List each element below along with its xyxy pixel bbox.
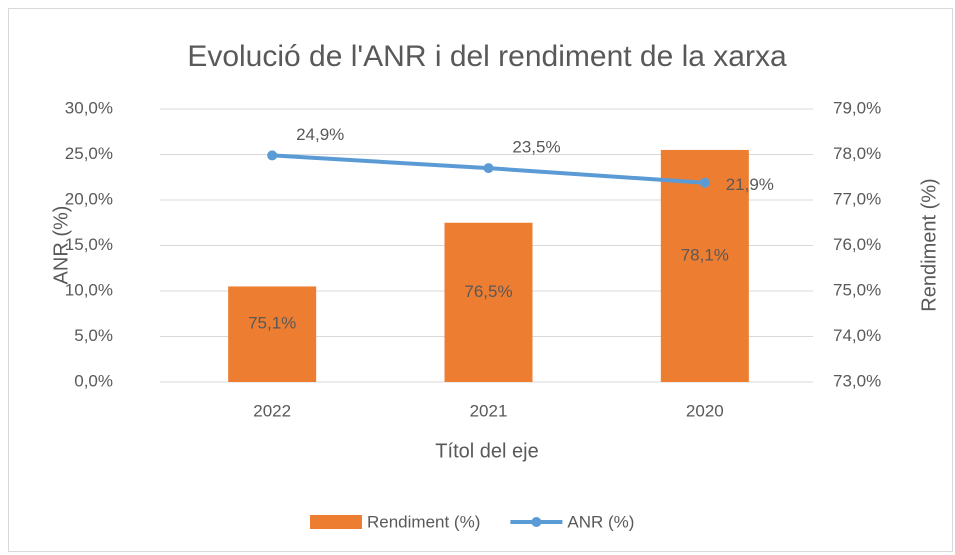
x-axis-title: Títol del eje	[435, 440, 538, 462]
y-axis-title: ANR (%)	[50, 206, 72, 285]
line-value-label: 24,9%	[296, 125, 344, 144]
legend-swatch	[531, 517, 542, 527]
y-tick-label: 25,0%	[65, 144, 113, 163]
x-tick-label: 2022	[253, 401, 291, 420]
y2-axis-title: Rendiment (%)	[918, 178, 940, 311]
bar-value-label: 76,5%	[464, 282, 512, 301]
bar-value-label: 75,1%	[248, 314, 296, 333]
y2-tick-label: 75,0%	[833, 280, 881, 299]
bar	[228, 286, 317, 382]
y2-tick-label: 77,0%	[833, 189, 881, 208]
y-tick-label: 5,0%	[74, 326, 113, 345]
y2-tick-label: 79,0%	[833, 98, 881, 117]
y-tick-label: 0,0%	[74, 371, 113, 390]
line-marker	[699, 177, 710, 188]
y-tick-label: 15,0%	[65, 235, 113, 254]
legend-label: Rendiment (%)	[367, 512, 480, 531]
y2-tick-label: 74,0%	[833, 326, 881, 345]
y-tick-label: 30,0%	[65, 98, 113, 117]
bar-value-label: 78,1%	[681, 245, 729, 264]
line-marker	[483, 163, 494, 174]
y-tick-label: 20,0%	[65, 189, 113, 208]
x-tick-label: 2021	[470, 401, 508, 420]
y-tick-label: 10,0%	[65, 280, 113, 299]
legend-swatch	[310, 515, 362, 529]
legend-label: ANR (%)	[567, 512, 634, 531]
bar	[660, 149, 749, 382]
line-marker	[267, 150, 278, 161]
y2-tick-label: 76,0%	[833, 235, 881, 254]
bar	[444, 222, 533, 382]
line-value-label: 21,9%	[726, 175, 774, 194]
chart-title: Evolució de l'ANR i del rendiment de la …	[187, 40, 787, 73]
y2-tick-label: 73,0%	[833, 371, 881, 390]
y2-tick-label: 78,0%	[833, 144, 881, 163]
x-tick-label: 2020	[686, 401, 724, 420]
line-value-label: 23,5%	[512, 138, 560, 157]
